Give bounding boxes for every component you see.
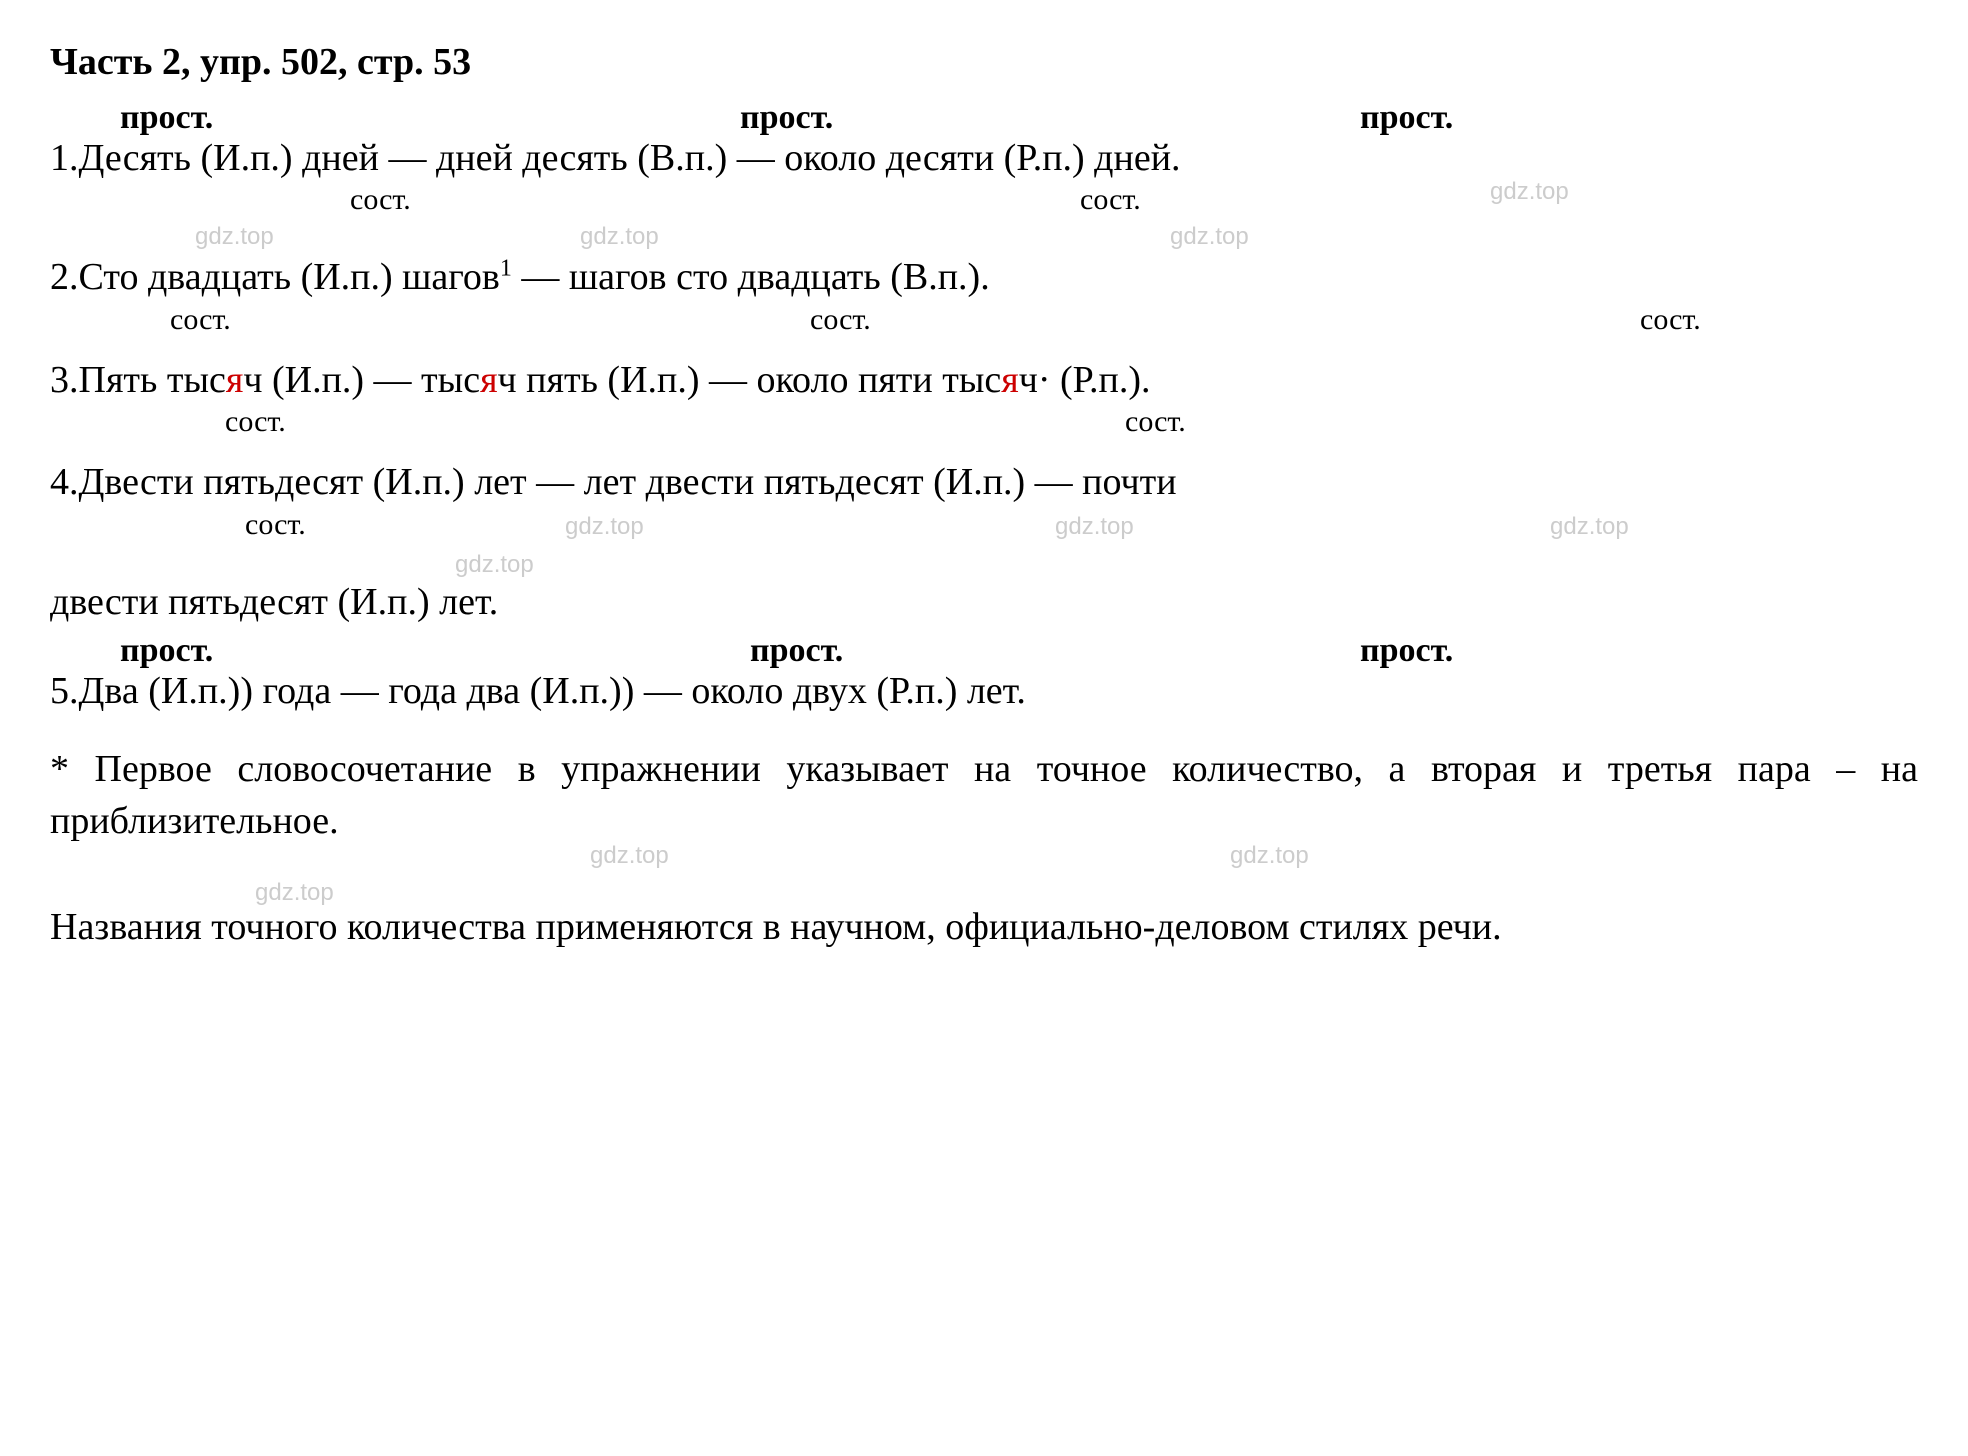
annotation-sost: сост. <box>1080 183 1141 217</box>
watermark: gdz.top <box>455 551 534 579</box>
line5-content: 5.Два (И.п.)) года — года два (И.п.)) — … <box>50 667 1918 716</box>
annotation-prost: прост. <box>1360 632 1453 670</box>
watermark: gdz.top <box>195 223 274 251</box>
line2-content: 2.Сто двадцать (И.п.) шагов1 — шагов сто… <box>50 253 1918 302</box>
watermark: gdz.top <box>1170 223 1249 251</box>
watermark: gdz.top <box>1230 842 1309 870</box>
line2-watermarks: gdz.top gdz.top gdz.top <box>50 218 1918 253</box>
line5-top-annotations: прост. прост. прост. <box>50 632 1918 667</box>
line3-p2: ч (И.п.) — тыс <box>243 359 480 401</box>
annotation-prost: прост. <box>1360 99 1453 137</box>
red-letter: я <box>1001 359 1018 401</box>
line3-content: 3.Пять тысяч (И.п.) — тысяч пять (И.п.) … <box>50 356 1918 405</box>
footnote2-watermark: gdz.top <box>50 877 1918 902</box>
line4-sub-annotations: сост. gdz.top gdz.top gdz.top <box>50 508 1918 543</box>
line2-sub-annotations: сост. сост. сост. <box>50 303 1918 338</box>
red-letter: я <box>226 359 243 401</box>
annotation-sost: сост. <box>170 303 231 337</box>
footnote-2: Названия точного количества применяются … <box>50 902 1918 953</box>
annotation-sost: сост. <box>1125 405 1186 439</box>
line3-p4: ч· (Р.п.). <box>1019 359 1151 401</box>
line3-p1: 3.Пять тыс <box>50 359 226 401</box>
line3-sub-annotations: сост. сост. <box>50 405 1918 440</box>
annotation-sost: сост. <box>1640 303 1701 337</box>
red-letter: я <box>480 359 497 401</box>
line4-content-1: 4.Двести пятьдесят (И.п.) лет — лет двес… <box>50 458 1918 507</box>
annotation-prost: прост. <box>120 99 213 137</box>
watermark: gdz.top <box>565 513 644 541</box>
annotation-prost: прост. <box>740 99 833 137</box>
watermark: gdz.top <box>1055 513 1134 541</box>
line1-content: 1.Десять (И.п.) дней — дней десять (В.п.… <box>50 134 1918 183</box>
annotation-prost: прост. <box>120 632 213 670</box>
annotation-sost: сост. <box>225 405 286 439</box>
footnote-1: * Первое словосочетание в упражнении ука… <box>50 744 1918 847</box>
line2-sup: 1 <box>500 256 512 282</box>
line4-watermark-2: gdz.top <box>50 543 1918 578</box>
footnote-watermarks: gdz.top gdz.top <box>50 847 1918 877</box>
watermark: gdz.top <box>580 223 659 251</box>
page-title: Часть 2, упр. 502, стр. 53 <box>50 40 1918 84</box>
line1-sub-annotations: сост. сост. gdz.top <box>50 183 1918 218</box>
line2-prefix: 2.Сто двадцать (И.п.) шагов <box>50 256 500 298</box>
watermark: gdz.top <box>1550 513 1629 541</box>
line3-p3: ч пять (И.п.) — около пяти тыс <box>498 359 1002 401</box>
line2-suffix: — шагов сто двадцать (В.п.). <box>512 256 990 298</box>
watermark: gdz.top <box>255 879 334 907</box>
annotation-sost: сост. <box>245 508 306 542</box>
line4-content-2: двести пятьдесят (И.п.) лет. <box>50 578 1918 627</box>
line1-top-annotations: прост. прост. прост. <box>50 99 1918 134</box>
annotation-sost: сост. <box>810 303 871 337</box>
watermark: gdz.top <box>590 842 669 870</box>
annotation-sost: сост. <box>350 183 411 217</box>
annotation-prost: прост. <box>750 632 843 670</box>
watermark: gdz.top <box>1490 178 1569 206</box>
